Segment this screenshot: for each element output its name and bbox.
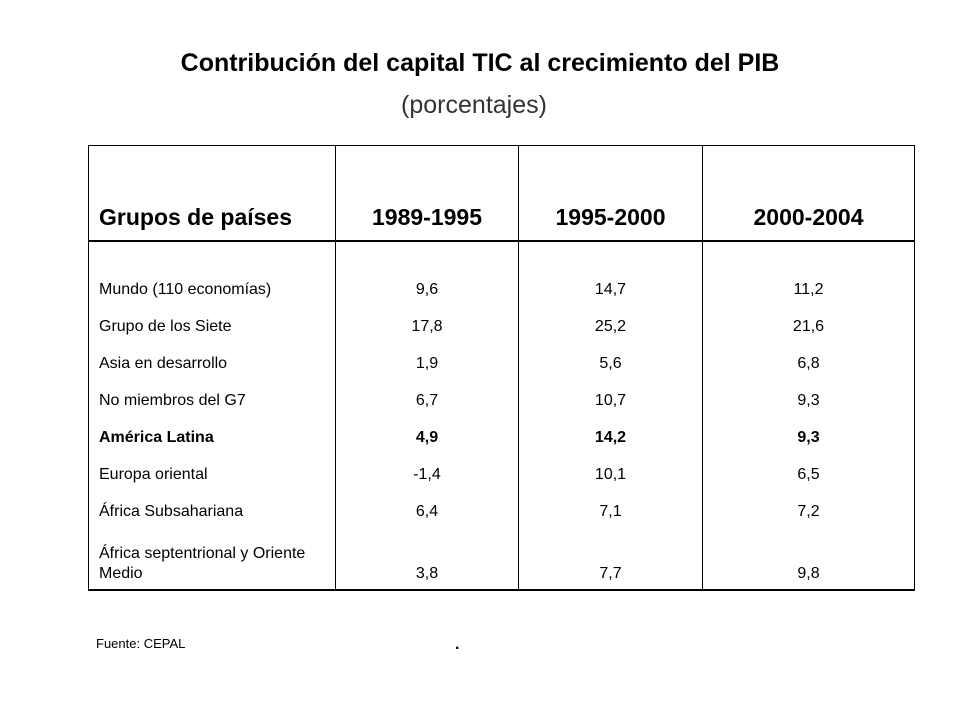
table-header-row: Grupos de países 1989-1995 1995-2000 200…	[88, 145, 915, 242]
table-row: África septentrional y Oriente Medio 3,8 7…	[88, 527, 915, 591]
table-cell: 7,1	[518, 490, 703, 527]
table-cell: 1,9	[335, 342, 519, 379]
row-label: América Latina	[88, 416, 336, 453]
row-label: África septentrional y Oriente Medio	[88, 527, 336, 591]
table-cell: 11,2	[702, 241, 915, 305]
table-row: Mundo (110 economías) 9,6 14,7 11,2	[88, 241, 915, 305]
row-label: No miembros del G7	[88, 379, 336, 416]
column-header: Grupos de países	[88, 145, 336, 242]
table-cell: 7,2	[702, 490, 915, 527]
table-row: América Latina 4,9 14,2 9,3	[88, 416, 915, 453]
footer-mark: .	[455, 636, 460, 653]
table-cell: 25,2	[518, 305, 703, 342]
table-cell: 7,7	[518, 527, 703, 591]
table-cell: 9,8	[702, 527, 915, 591]
row-label: Europa oriental	[88, 453, 336, 490]
table-cell: 6,4	[335, 490, 519, 527]
table-body: Mundo (110 economías) 9,6 14,7 11,2 Grupo de…	[88, 241, 915, 591]
source-note: Fuente: CEPAL	[96, 636, 186, 651]
column-header: 2000-2004	[702, 145, 915, 242]
table-cell: 3,8	[335, 527, 519, 591]
row-label: Asia en desarrollo	[88, 342, 336, 379]
table-row: Europa oriental -1,4 10,1 6,5	[88, 453, 915, 490]
table-cell: 9,3	[702, 379, 915, 416]
table-cell: 9,3	[702, 416, 915, 453]
table-cell: 17,8	[335, 305, 519, 342]
table-cell: 14,2	[518, 416, 703, 453]
table-row: África Subsahariana 6,4 7,1 7,2	[88, 490, 915, 527]
data-table: Grupos de países 1989-1995 1995-2000 200…	[88, 145, 915, 591]
table-cell: 9,6	[335, 241, 519, 305]
row-label: África Subsahariana	[88, 490, 336, 527]
table-row: No miembros del G7 6,7 10,7 9,3	[88, 379, 915, 416]
table-row: Grupo de los Siete 17,8 25,2 21,6	[88, 305, 915, 342]
page-subtitle: (porcentajes)	[401, 91, 547, 119]
page-title: Contribución del capital TIC al crecimie…	[180, 49, 780, 77]
column-header: 1995-2000	[518, 145, 703, 242]
table-row: Asia en desarrollo 1,9 5,6 6,8	[88, 342, 915, 379]
column-header: 1989-1995	[335, 145, 519, 242]
table-cell: 10,7	[518, 379, 703, 416]
table-cell: 5,6	[518, 342, 703, 379]
table-cell: 6,8	[702, 342, 915, 379]
table-cell: 10,1	[518, 453, 703, 490]
table-cell: -1,4	[335, 453, 519, 490]
row-label: Grupo de los Siete	[88, 305, 336, 342]
table-cell: 14,7	[518, 241, 703, 305]
table-cell: 21,6	[702, 305, 915, 342]
row-label: Mundo (110 economías)	[88, 241, 336, 305]
table-cell: 4,9	[335, 416, 519, 453]
table-cell: 6,7	[335, 379, 519, 416]
table-cell: 6,5	[702, 453, 915, 490]
